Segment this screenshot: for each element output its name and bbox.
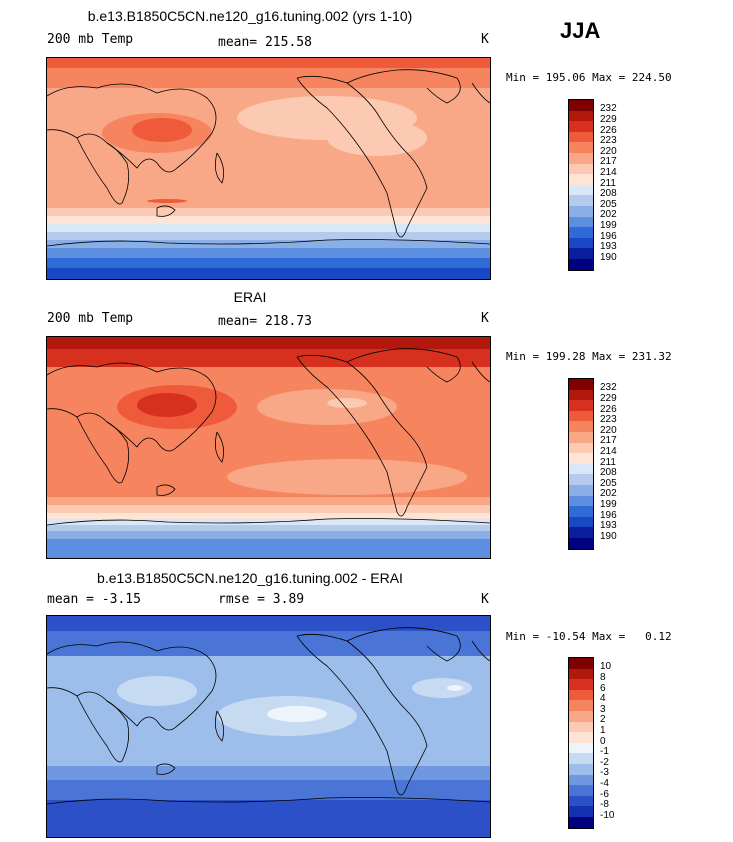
panel-3-contour-field	[47, 616, 490, 837]
panel-3-colorbar-tick: -10	[600, 810, 615, 821]
panel-2-colorbar-tick: 214	[600, 446, 617, 457]
panel-1-map	[46, 57, 491, 280]
panel-1-colorbar-tick: 220	[600, 146, 617, 157]
panel-1-minmax: Min = 195.06 Max = 224.50	[506, 71, 672, 84]
panel-2-colorbar-tick: 223	[600, 414, 617, 425]
panel-1-colorbar-tick: 214	[600, 167, 617, 178]
panel-1-variable-label: 200 mb Temp	[47, 32, 134, 47]
panel-1-colorbar-tick: 217	[600, 156, 617, 167]
panel-2-map	[46, 336, 491, 559]
panel-2-contour-field	[47, 337, 490, 558]
panel-2-minmax: Min = 199.28 Max = 231.32	[506, 350, 672, 363]
panel-3-colorbar-tick: -8	[600, 799, 609, 810]
panel-2-units-label: K	[481, 311, 489, 326]
panel-2-colorbar-tick: 217	[600, 435, 617, 446]
panel-1-colorbar-tick: 208	[600, 188, 617, 199]
panel-1-colorbar-tick: 211	[600, 178, 616, 189]
panel-3-units-label: K	[481, 592, 489, 607]
panel-1-colorbar-tick: 223	[600, 135, 617, 146]
panel-3-colorbar-tick: -4	[600, 778, 609, 789]
panel-1-colorbar-tick: 229	[600, 114, 617, 125]
panel-2-colorbar-tick: 220	[600, 425, 617, 436]
panel-1-contour-field	[47, 58, 490, 279]
panel-2-colorbar-tick: 193	[600, 520, 617, 531]
panel-3-colorbar-tick: -1	[600, 746, 609, 757]
panel-2-colorbar-tick: 211	[600, 457, 616, 468]
panel-2-variable-label: 200 mb Temp	[47, 311, 134, 326]
panel-3-colorbar-tick: -2	[600, 757, 609, 768]
panel-1-colorbar-tick: 190	[600, 252, 617, 263]
panel-1-mean-label: mean= 215.58	[218, 35, 312, 50]
panel-2-colorbar-tick: 199	[600, 499, 617, 510]
panel-3-colorbar-tick: 8	[600, 672, 606, 683]
season-label: JJA	[560, 18, 601, 43]
panel-1-colorbar-tick: 226	[600, 125, 617, 136]
panel-3-colorbar	[568, 657, 594, 829]
panel-3-colorbar-tick: 0	[600, 736, 606, 747]
panel-3-map	[46, 615, 491, 838]
panel-3-colorbar-tick: 6	[600, 683, 606, 694]
panel-2-title: ERAI	[233, 289, 267, 305]
panel-2-colorbar-tick: 202	[600, 488, 617, 499]
panel-3-colorbar-tick: -6	[600, 789, 609, 800]
panel-1-colorbar-tick: 232	[600, 103, 617, 114]
panel-2-colorbar-tick: 226	[600, 404, 617, 415]
panel-3-rmse-label: rmse = 3.89	[218, 592, 305, 607]
panel-2-colorbar-tick: 196	[600, 510, 617, 521]
panel-3-colorbar-tick: 10	[600, 661, 612, 672]
panel-2-colorbar-tick: 190	[600, 531, 617, 542]
panel-3-colorbar-tick: 3	[600, 704, 606, 715]
panel-3-colorbar-tick: 4	[600, 693, 606, 704]
panel-1-colorbar-tick: 196	[600, 231, 617, 242]
panel-1-colorbar-tick: 202	[600, 209, 617, 220]
panel-1-colorbar-tick: 205	[600, 199, 617, 210]
panel-1-colorbar-tick: 199	[600, 220, 617, 231]
panel-2-colorbar-tick: 232	[600, 382, 617, 393]
panel-3-colorbar-tick: -3	[600, 767, 609, 778]
panel-2-colorbar-tick: 205	[600, 478, 617, 489]
panel-1-colorbar	[568, 99, 594, 271]
panel-2-colorbar-tick: 229	[600, 393, 617, 404]
panel-1-title: b.e13.B1850C5CN.ne120_g16.tuning.002 (yr…	[87, 8, 413, 24]
panel-3-colorbar-tick: 2	[600, 714, 606, 725]
panel-2-colorbar-tick: 208	[600, 467, 617, 478]
panel-2-mean-label: mean= 218.73	[218, 314, 312, 329]
panel-1-colorbar-tick: 193	[600, 241, 617, 252]
panel-2-colorbar	[568, 378, 594, 550]
panel-1-units-label: K	[481, 32, 489, 47]
panel-3-colorbar-tick: 1	[600, 725, 606, 736]
panel-3-mean-label: mean = -3.15	[47, 592, 141, 607]
panel-3-title: b.e13.B1850C5CN.ne120_g16.tuning.002 - E…	[97, 570, 403, 586]
panel-3-minmax: Min = -10.54 Max = 0.12	[506, 630, 672, 643]
